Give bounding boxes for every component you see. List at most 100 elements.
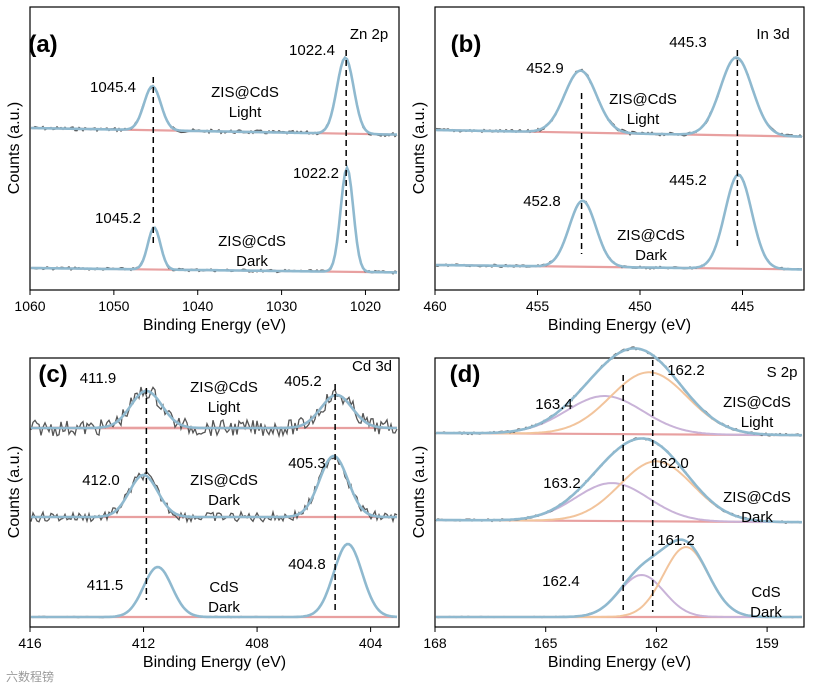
panel-label: (d): [450, 361, 481, 388]
peak-label: 162.4: [542, 573, 580, 590]
panel-c: 416 412 408 404 Binding Energy (eV) Counts (a…: [6, 357, 400, 671]
sample-condition-label: Dark: [208, 599, 240, 616]
sample-label: ZIS@CdS: [190, 472, 258, 489]
panel-a: 1060 1050 1040 1030 1020 Binding Energy (eV) C…: [6, 6, 400, 334]
x-tick-label: 1020: [350, 298, 381, 314]
fit-spectrum-line: [31, 389, 397, 430]
fit-spectrum-line: [436, 538, 802, 619]
y-axis-label: Counts (a.u.): [6, 446, 23, 538]
x-tick-label: 159: [755, 635, 779, 651]
spectrum-1: ZIS@CdS Light 163.4 162.2: [435, 346, 803, 437]
sample-label: ZIS@CdS: [218, 233, 286, 250]
peak-label: 404.8: [288, 556, 326, 573]
spectrum-1: ZIS@CdS Light 452.9 445.3: [435, 34, 803, 138]
panel-title: Cd 3d: [352, 358, 392, 375]
peak-label: 445.2: [669, 172, 707, 189]
fit-spectrum-line: [436, 437, 802, 524]
spectrum-1: ZIS@CdS Light 411.9 405.2: [30, 370, 398, 439]
x-tick-label: 450: [628, 298, 652, 314]
panel-title: Zn 2p: [350, 26, 388, 43]
fit-spectrum-line: [436, 173, 802, 271]
x-tick-label: 1030: [266, 298, 297, 314]
x-axis-label: Binding Energy (eV): [143, 317, 286, 334]
raw-spectrum-line: [30, 165, 398, 275]
raw-spectrum-line: [30, 386, 398, 439]
panel-label: (a): [28, 31, 57, 58]
x-tick-label: 1060: [14, 298, 45, 314]
x-axis-label: Binding Energy (eV): [548, 654, 691, 671]
panel-b: 460 455 450 445 Binding Energy (eV) Counts (a…: [411, 6, 805, 334]
spectrum-2: ZIS@CdS Dark 452.8 445.2: [435, 172, 803, 271]
panel-d: 168 165 162 159 Binding Energy (eV) Counts (a…: [411, 346, 805, 671]
peak-label: 1022.2: [293, 165, 339, 182]
peak-label: 405.3: [288, 455, 326, 472]
spectrum-3: CdS Dark 162.4 161.2: [435, 532, 803, 621]
x-tick-label: 455: [526, 298, 550, 314]
sample-condition-label: Dark: [750, 604, 782, 621]
sample-label: ZIS@CdS: [211, 84, 279, 101]
spectrum-3: CdS Dark 411.5 404.8: [30, 542, 398, 619]
sample-label: ZIS@CdS: [723, 394, 791, 411]
peak-label: 1045.4: [90, 79, 136, 96]
panel-label: (b): [451, 31, 482, 58]
sample-condition-label: Dark: [208, 492, 240, 509]
peak-label: 1022.4: [289, 42, 335, 59]
peak-label: 452.8: [523, 193, 561, 210]
sample-label: ZIS@CdS: [190, 379, 258, 396]
component-fit-2: [436, 545, 802, 618]
sample-condition-label: Light: [208, 399, 241, 416]
x-tick-label: 460: [423, 298, 447, 314]
peak-label: 452.9: [526, 60, 564, 77]
peak-label: 405.2: [284, 373, 322, 390]
x-tick-label: 1040: [182, 298, 213, 314]
fit-spectrum-line: [30, 55, 397, 136]
x-tick-label: 165: [534, 635, 558, 651]
panel-title: S 2p: [767, 364, 798, 381]
spectrum-1: ZIS@CdS Light 1045.4 1022.4: [30, 42, 398, 138]
sample-condition-label: Light: [741, 414, 774, 431]
sample-condition-label: Dark: [635, 247, 667, 264]
sample-label: CdS: [751, 584, 780, 601]
plot-frame: [434, 357, 805, 628]
sample-condition-label: Light: [229, 104, 262, 121]
y-axis-label: Counts (a.u.): [411, 102, 428, 194]
x-axis-label: Binding Energy (eV): [143, 654, 286, 671]
x-tick-label: 408: [245, 635, 269, 651]
spectrum-2: ZIS@CdS Dark 163.2 162.0: [435, 437, 803, 526]
x-axis-label: Binding Energy (eV): [548, 317, 691, 334]
plot-frame: [434, 6, 805, 291]
peak-label: 411.9: [80, 370, 116, 387]
fit-spectrum-line: [435, 56, 803, 138]
peak-label: 162.0: [651, 455, 689, 472]
peak-label: 161.2: [657, 532, 695, 549]
x-tick-label: 404: [359, 635, 383, 651]
sample-condition-label: Dark: [741, 509, 773, 526]
panel-title: In 3d: [756, 26, 789, 43]
sample-label: CdS: [209, 579, 238, 596]
fit-spectrum-line: [31, 454, 397, 519]
spectrum-2: ZIS@CdS Dark 412.0 405.3: [30, 454, 398, 524]
peak-label: 162.2: [667, 362, 705, 379]
peak-label: 445.3: [669, 34, 707, 51]
y-axis-label: Counts (a.u.): [6, 102, 23, 194]
spectrum-2: ZIS@CdS Dark 1045.2 1022.2: [30, 164, 398, 275]
x-tick-label: 162: [645, 635, 669, 651]
peak-label: 163.2: [543, 475, 581, 492]
x-tick-label: 168: [423, 635, 447, 651]
x-tick-label: 412: [132, 635, 156, 651]
peak-label: 412.0: [82, 472, 120, 489]
sample-label: ZIS@CdS: [617, 227, 685, 244]
fit-spectrum-line: [31, 542, 398, 619]
sample-label: ZIS@CdS: [609, 91, 677, 108]
x-tick-label: 416: [18, 635, 42, 651]
fit-spectrum-line: [436, 347, 802, 437]
x-tick-label: 1050: [98, 298, 129, 314]
peak-label: 163.4: [535, 396, 573, 413]
component-fit-1: [436, 573, 802, 618]
panel-label: (c): [38, 361, 67, 388]
fit-spectrum-line: [31, 164, 397, 274]
peak-label: 1045.2: [95, 210, 141, 227]
y-axis-label: Counts (a.u.): [411, 446, 428, 538]
watermark: 六数程镑: [6, 670, 55, 684]
